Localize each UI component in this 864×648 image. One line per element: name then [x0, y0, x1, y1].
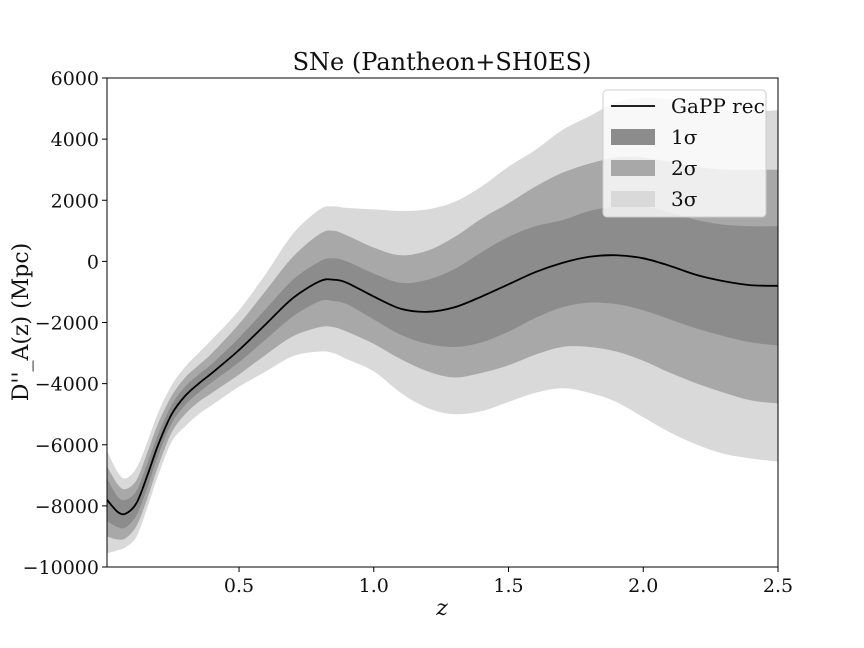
x-tick-label: 0.5 — [224, 575, 254, 597]
legend-label: 2σ — [671, 156, 698, 180]
legend-label: GaPP rec — [671, 94, 765, 118]
y-tick-label: 0 — [87, 251, 99, 273]
x-tick-label: 1.0 — [359, 575, 389, 597]
legend-swatch-band — [611, 191, 655, 207]
legend-swatch-band — [611, 160, 655, 176]
y-tick-label: −4000 — [35, 374, 99, 396]
chart-title: SNe (Pantheon+SH0ES) — [293, 48, 592, 76]
legend-swatch-band — [611, 129, 655, 145]
y-tick-label: 2000 — [51, 190, 99, 212]
y-tick-label: 6000 — [51, 68, 99, 90]
legend-label: 3σ — [671, 187, 698, 211]
x-tick-label: 2.5 — [763, 575, 793, 597]
y-tick-label: 4000 — [51, 129, 99, 151]
y-tick-label: −6000 — [35, 435, 99, 457]
x-axis: 0.5 1.0 1.5 2.0 2.5 — [224, 567, 793, 597]
y-tick-label: −8000 — [35, 496, 99, 518]
x-axis-label: z — [435, 596, 448, 621]
band-1σ — [107, 205, 778, 529]
x-tick-label: 2.0 — [628, 575, 658, 597]
y-axis-label: D''_A(z) (Mpc) — [9, 243, 34, 401]
y-tick-label: −10000 — [23, 557, 99, 579]
legend-label: 1σ — [671, 125, 698, 149]
x-tick-label: 1.5 — [493, 575, 523, 597]
y-axis: −10000 −8000 −6000 −4000 −2000 0 2000 4000 6000 — [23, 68, 107, 579]
legend-box — [602, 89, 767, 218]
series-line-gapp-rec — [106, 254, 779, 516]
legend: GaPP rec 1σ 2σ 3σ — [602, 89, 767, 218]
y-tick-label: −2000 — [35, 313, 99, 335]
